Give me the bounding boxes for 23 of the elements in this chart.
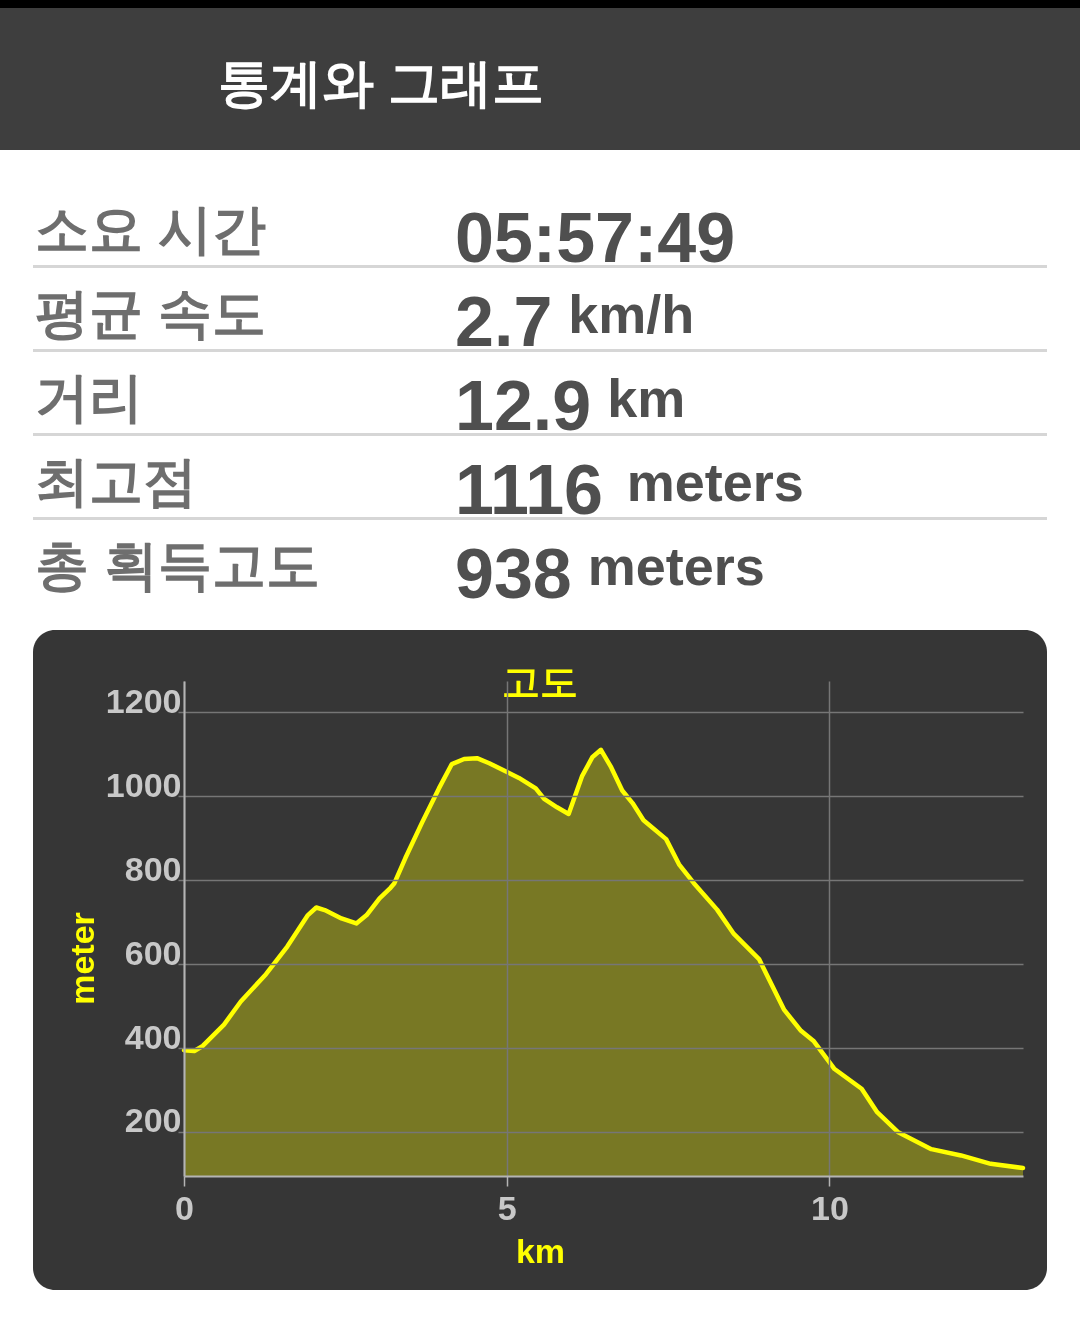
text: 12.9 km	[455, 367, 686, 445]
y-axis-title: meter	[62, 912, 101, 1005]
x-tick-label: 10	[810, 1188, 849, 1227]
y-tick-label: 600	[124, 933, 182, 972]
text: 거리	[35, 367, 143, 427]
text: 통계와 그래프	[218, 54, 545, 112]
text: 최고점	[35, 451, 197, 511]
text: 05:57:49	[455, 199, 736, 277]
chart-title: 고도	[502, 661, 578, 703]
text: 소요 시간	[35, 199, 267, 259]
y-tick-label: 1000	[105, 765, 182, 804]
text: 평균 속도	[35, 283, 267, 343]
x-tick-label: 5	[497, 1188, 517, 1227]
text: 총 획득고도	[35, 535, 321, 595]
y-tick-label: 800	[124, 849, 182, 888]
x-axis-title: km	[515, 1231, 566, 1270]
x-tick-label: 0	[175, 1188, 194, 1227]
text: 2.7 km/h	[455, 283, 695, 361]
y-tick-label: 400	[124, 1017, 182, 1056]
y-tick-label: 1200	[105, 681, 182, 720]
text: 1116 meters	[455, 451, 804, 529]
text: 938 meters	[455, 535, 765, 613]
y-tick-label: 200	[124, 1101, 182, 1140]
